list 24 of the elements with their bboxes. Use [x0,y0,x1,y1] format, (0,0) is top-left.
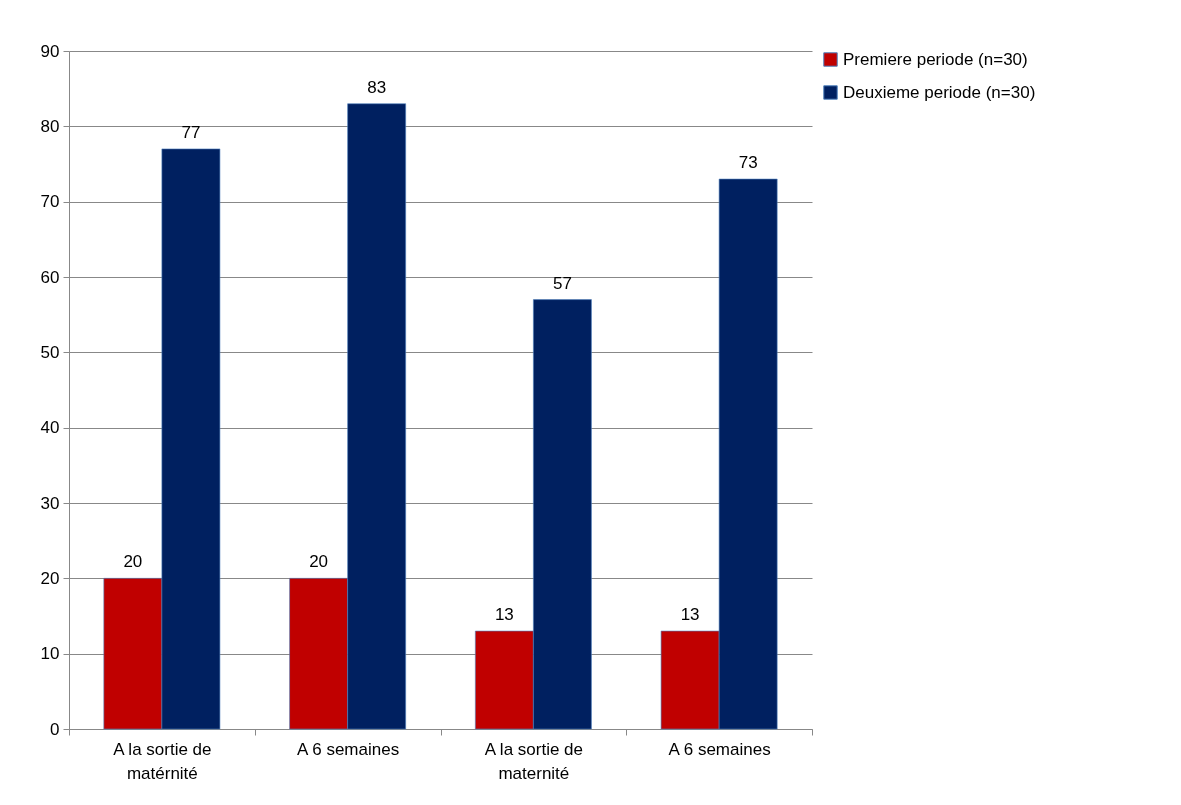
data-label: 83 [367,77,387,97]
y-tick-label: 0 [50,719,60,739]
data-label: 13 [494,605,514,625]
x-tick-label: A 6 semaines [297,739,400,759]
x-tick-label: A 6 semaines [668,739,771,759]
y-tick-label: 80 [40,116,60,136]
y-tick-label: 50 [40,342,60,362]
data-label: 13 [680,605,700,625]
x-tick-label: A la sortie de matérnité [113,739,212,783]
data-label: 20 [309,552,329,572]
x-tick-label: A la sortie de maternité [484,739,584,783]
y-tick-label: 70 [40,192,60,212]
legend-label: Deuxieme periode (n=30) [843,82,1036,102]
legend-label: Premiere periode (n=30) [843,49,1028,69]
data-label: 20 [123,552,143,572]
y-tick-label: 30 [40,493,60,513]
y-tick-label: 40 [40,418,60,438]
y-tick-label: 60 [40,267,60,287]
data-label: 77 [181,122,201,142]
y-tick-label: 90 [40,41,60,61]
y-tick-label: 10 [40,644,60,664]
data-label: 57 [552,273,572,293]
y-tick-label: 20 [40,568,60,588]
data-label: 73 [738,153,758,173]
